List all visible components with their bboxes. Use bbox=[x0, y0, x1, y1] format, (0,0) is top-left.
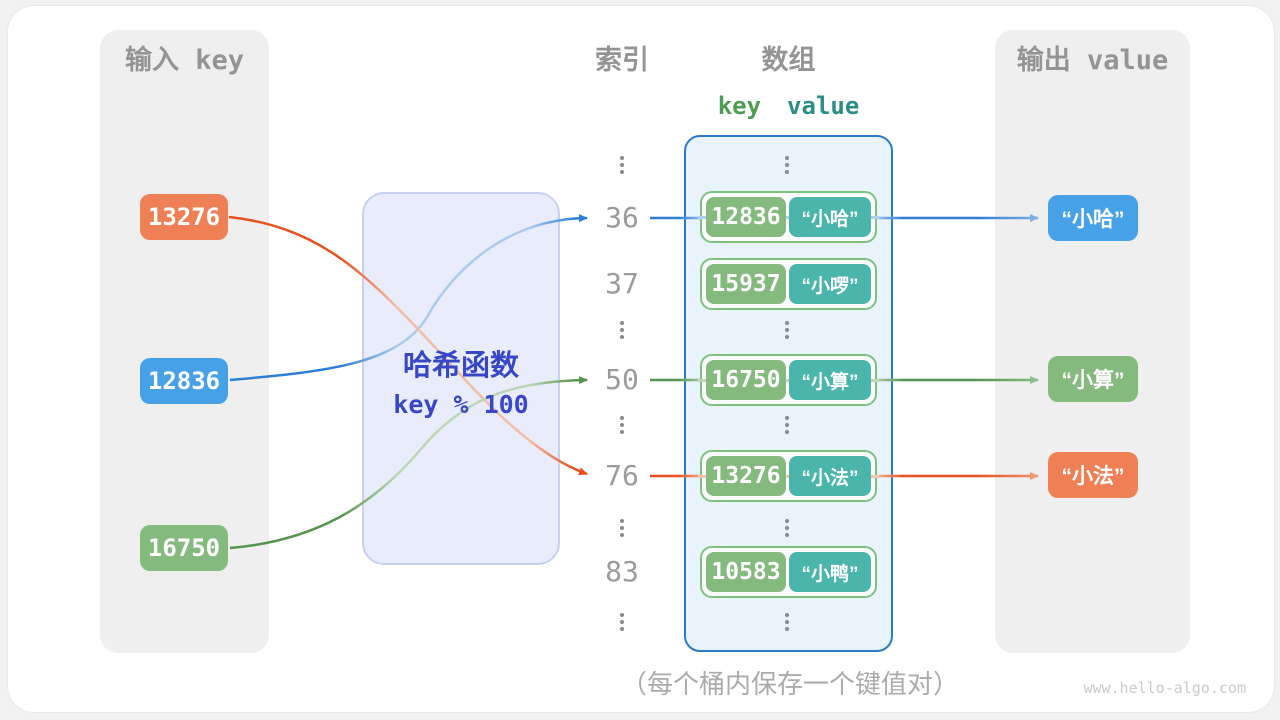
key-label: key bbox=[717, 92, 762, 120]
output-value-xiaofa: “小法” bbox=[1048, 452, 1138, 498]
ellipsis-dots bbox=[618, 613, 626, 631]
index-37: 37 bbox=[605, 267, 639, 300]
array-title: 数组 bbox=[761, 45, 816, 76]
ellipsis-dots bbox=[783, 156, 791, 174]
ellipsis-dots bbox=[783, 321, 791, 339]
index-36: 36 bbox=[605, 201, 639, 234]
bucket-key: 12836 bbox=[706, 197, 786, 237]
key-value-labels: key value bbox=[684, 92, 893, 120]
ellipsis-dots bbox=[618, 321, 626, 339]
index-50: 50 bbox=[605, 363, 639, 396]
ellipsis-dots bbox=[783, 613, 791, 631]
bucket-key: 15937 bbox=[706, 264, 786, 304]
bucket-row: 13276 “小法” bbox=[698, 450, 879, 502]
bucket-value: “小哈” bbox=[789, 197, 871, 237]
bucket-value: “小啰” bbox=[789, 264, 871, 304]
input-key-16750: 16750 bbox=[140, 525, 228, 571]
ellipsis-dots bbox=[618, 519, 626, 537]
ellipsis-dots bbox=[783, 519, 791, 537]
ellipsis-dots bbox=[783, 416, 791, 434]
index-83: 83 bbox=[605, 555, 639, 588]
diagram-caption: （每个桶内保存一个键值对） bbox=[620, 669, 959, 699]
input-key-13276: 13276 bbox=[140, 194, 228, 240]
bucket-row: 10583 “小鸭” bbox=[700, 546, 877, 598]
output-value-xiaoha: “小哈” bbox=[1048, 195, 1138, 241]
ellipsis-dots bbox=[618, 156, 626, 174]
bucket-value: “小鸭” bbox=[789, 552, 871, 592]
hash-function-formula: key % 100 bbox=[393, 390, 529, 419]
bucket-key: 10583 bbox=[706, 552, 786, 592]
bucket-key: 13276 bbox=[706, 456, 786, 496]
hash-function-title: 哈希函数 bbox=[402, 350, 519, 382]
input-key-12836: 12836 bbox=[140, 358, 228, 404]
output-value-xiaosuan: “小算” bbox=[1048, 356, 1138, 402]
bucket-key: 16750 bbox=[706, 360, 786, 400]
bucket-row: 15937 “小啰” bbox=[700, 258, 877, 310]
bucket-value: “小法” bbox=[789, 456, 871, 496]
bucket-row: 12836 “小哈” bbox=[698, 191, 879, 243]
ellipsis-dots bbox=[618, 416, 626, 434]
output-panel-title: 输出 value bbox=[1016, 45, 1169, 76]
watermark: www.hello-algo.com bbox=[1083, 679, 1246, 697]
bucket-value: “小算” bbox=[789, 360, 871, 400]
output-panel bbox=[995, 30, 1190, 653]
index-column-title: 索引 bbox=[595, 45, 649, 76]
value-label: value bbox=[787, 92, 860, 120]
bucket-row: 16750 “小算” bbox=[698, 354, 879, 406]
input-panel-title: 输入 key bbox=[124, 45, 245, 76]
index-76: 76 bbox=[605, 459, 639, 492]
